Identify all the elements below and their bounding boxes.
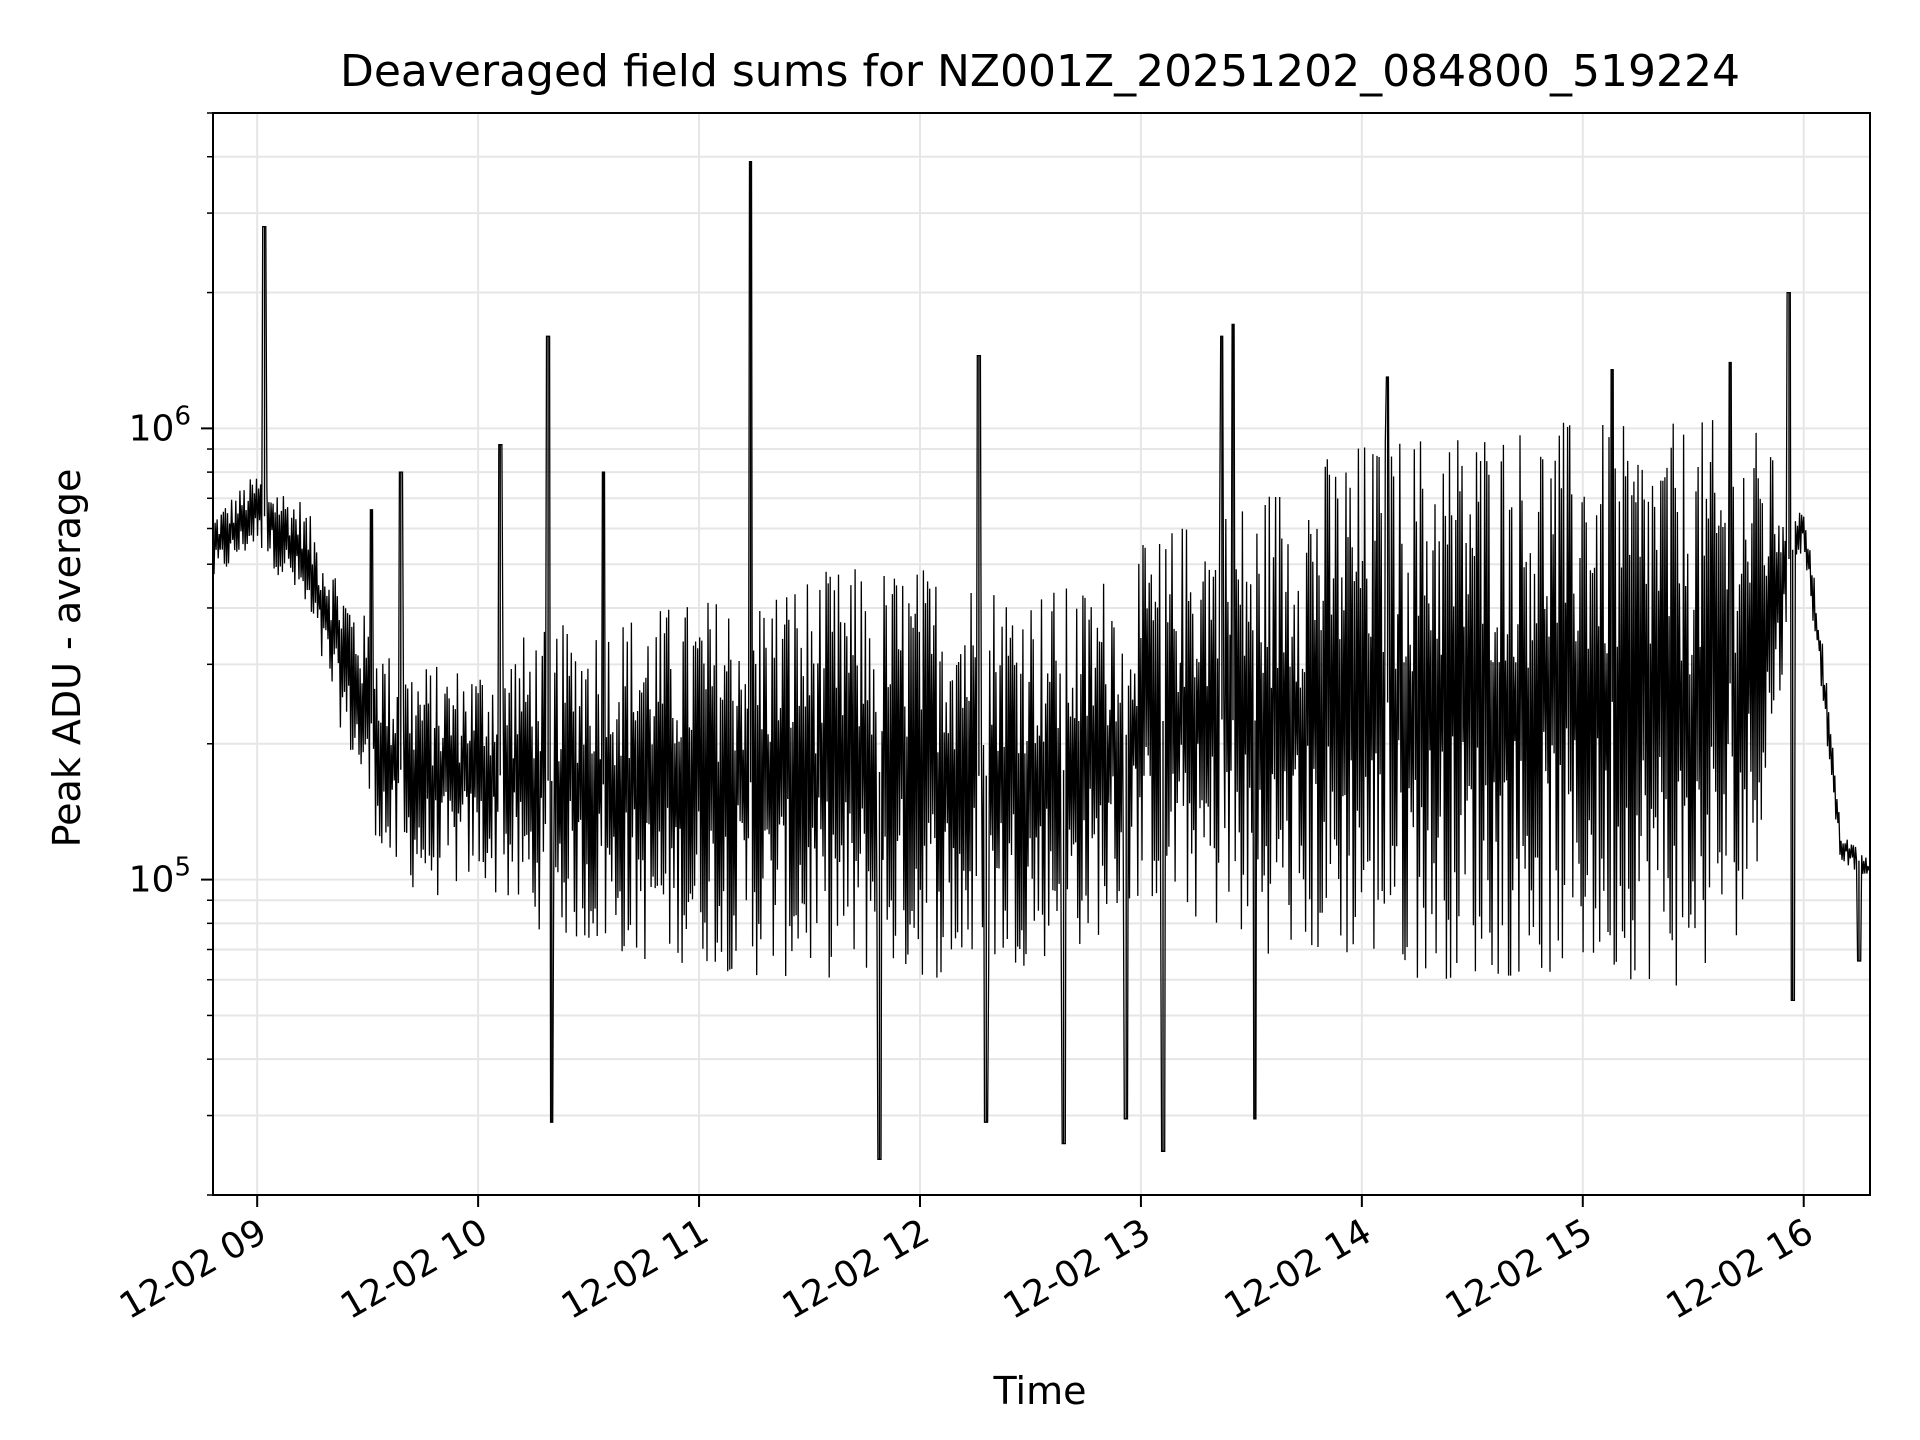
plot-area-frame <box>212 112 1871 1196</box>
x-tick-label: 12-02 12 <box>776 1211 937 1327</box>
y-tick-base: 10 <box>129 408 175 449</box>
y-tick-label: 105 <box>129 853 191 901</box>
y-tick-label: 106 <box>129 401 191 449</box>
series-line <box>212 161 1871 1160</box>
x-tick-label: 12-02 11 <box>555 1211 716 1327</box>
y-tick-exponent: 5 <box>174 853 191 883</box>
x-tick-label: 12-02 14 <box>1218 1211 1379 1327</box>
y-tick-exponent: 6 <box>174 401 191 431</box>
x-tick-label: 12-02 16 <box>1660 1211 1821 1327</box>
x-tick-label: 12-02 10 <box>334 1211 495 1327</box>
x-tick-label: 12-02 09 <box>113 1211 274 1327</box>
x-axis-label: Time <box>993 1369 1087 1413</box>
chart-title: Deaveraged field sums for NZ001Z_2025120… <box>340 46 1740 97</box>
y-tick-base: 10 <box>129 860 175 901</box>
x-axis-ticks: 12-02 09 12-02 10 12-02 11 12-02 12 12-02 13… <box>113 1195 1820 1328</box>
x-tick-label: 12-02 15 <box>1439 1211 1600 1327</box>
data-series <box>212 161 1871 1160</box>
y-axis-label: Peak ADU - average <box>45 469 89 848</box>
x-tick-label: 12-02 13 <box>997 1211 1158 1327</box>
